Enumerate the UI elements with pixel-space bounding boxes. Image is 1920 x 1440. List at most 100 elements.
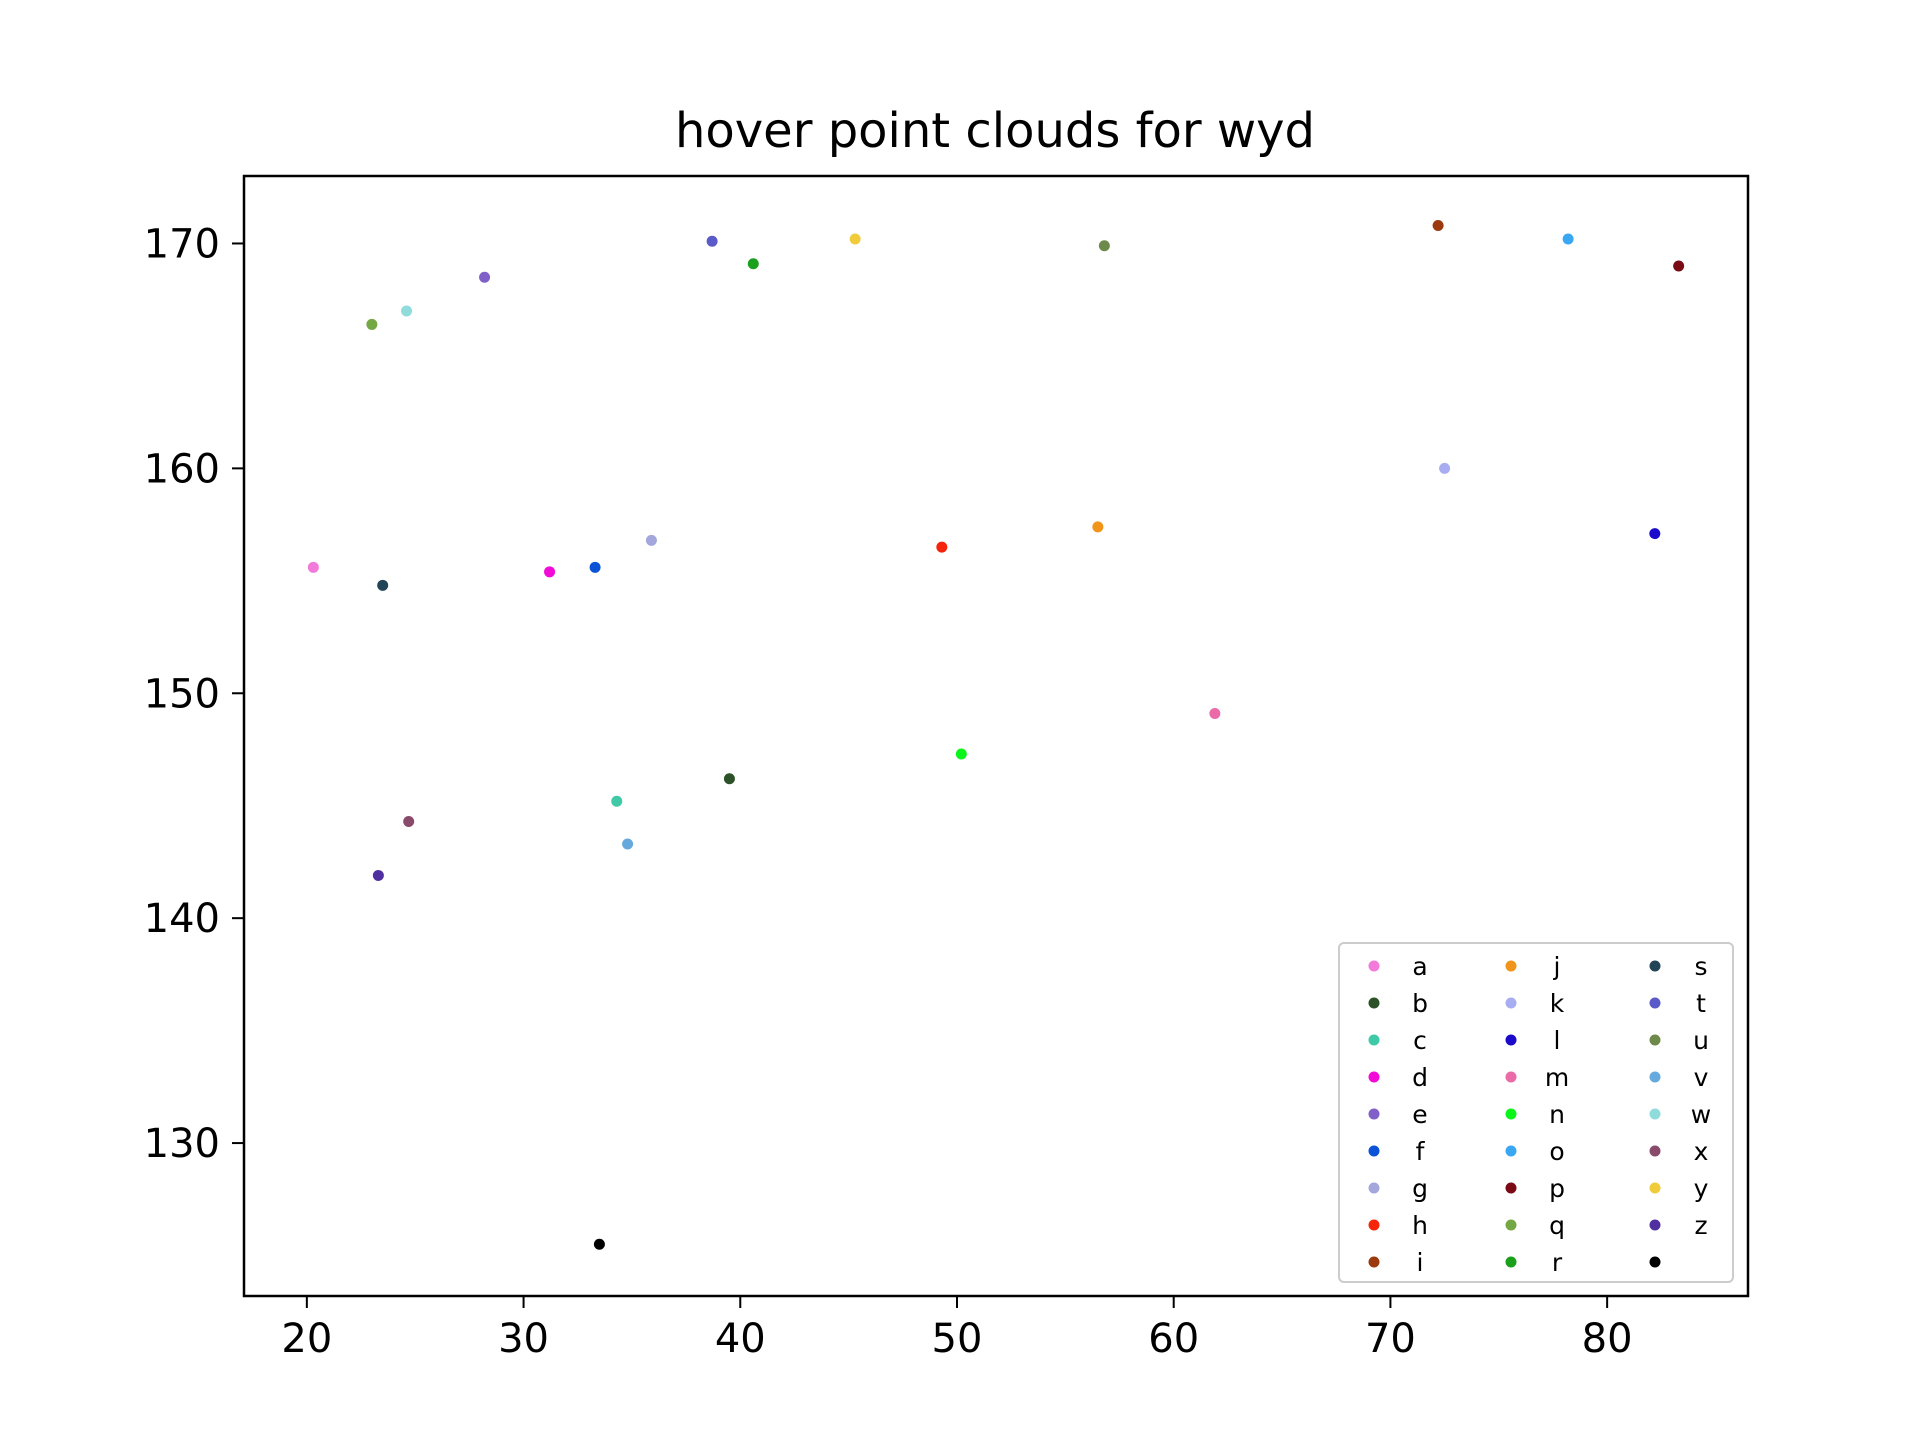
legend-label: z	[1694, 1211, 1707, 1240]
legend-label: v	[1694, 1063, 1709, 1092]
data-point-u	[1098, 240, 1110, 252]
y-tick-label: 160	[144, 446, 220, 492]
legend-label: s	[1694, 952, 1707, 981]
data-point-v	[622, 838, 634, 850]
legend-label: x	[1694, 1137, 1709, 1166]
legend-marker	[1368, 1034, 1380, 1046]
data-point-unnamed-26	[593, 1238, 605, 1250]
legend-marker	[1505, 1256, 1517, 1268]
legend-label: h	[1412, 1211, 1428, 1240]
legend-marker	[1649, 997, 1661, 1009]
data-point-e	[479, 271, 491, 283]
x-axis: 20 30 40 50 60 70 80	[281, 1296, 1633, 1362]
data-point-m	[1209, 708, 1221, 720]
x-tick-label: 20	[281, 1316, 332, 1362]
legend-marker	[1505, 997, 1517, 1009]
y-tick-label: 140	[144, 896, 220, 942]
legend-label: l	[1554, 1026, 1561, 1055]
x-tick-label: 60	[1148, 1316, 1199, 1362]
data-point-j	[1092, 521, 1104, 533]
x-tick-label: 70	[1365, 1316, 1416, 1362]
legend-marker	[1649, 1182, 1661, 1194]
legend-label: e	[1412, 1100, 1427, 1129]
x-tick-label: 40	[715, 1316, 766, 1362]
legend-marker	[1505, 1071, 1517, 1083]
data-point-h	[936, 541, 948, 553]
legend-marker	[1505, 1034, 1517, 1046]
y-axis: 130 140 150 160 170	[144, 221, 244, 1167]
data-point-l	[1649, 528, 1661, 540]
legend-label: g	[1412, 1174, 1428, 1203]
legend-label: a	[1412, 952, 1427, 981]
chart-title: hover point clouds for wyd	[675, 103, 1315, 159]
legend-label: n	[1549, 1100, 1565, 1129]
data-point-i	[1432, 219, 1444, 231]
x-tick-label: 30	[498, 1316, 549, 1362]
legend-label: t	[1696, 989, 1706, 1018]
legend-label: b	[1412, 989, 1428, 1018]
legend-label: q	[1549, 1211, 1565, 1240]
data-point-y	[849, 233, 861, 245]
legend-label: p	[1549, 1174, 1565, 1203]
legend-marker	[1505, 960, 1517, 972]
legend-marker	[1649, 1145, 1661, 1157]
y-tick-label: 130	[144, 1121, 220, 1167]
legend-marker	[1649, 1108, 1661, 1120]
x-tick-label: 50	[932, 1316, 983, 1362]
legend-label: r	[1552, 1248, 1563, 1277]
data-point-r	[747, 258, 759, 270]
legend-marker	[1368, 1071, 1380, 1083]
data-points	[307, 219, 1685, 1250]
legend-label: f	[1416, 1137, 1426, 1166]
data-point-f	[589, 561, 601, 573]
data-point-d	[544, 566, 556, 578]
legend-label: j	[1553, 952, 1561, 981]
plot-frame	[242, 174, 1750, 1298]
legend-label: k	[1550, 989, 1565, 1018]
data-point-o	[1562, 233, 1574, 245]
legend-label: i	[1417, 1248, 1424, 1277]
legend-marker	[1368, 997, 1380, 1009]
legend-marker	[1368, 1219, 1380, 1231]
legend-marker	[1368, 1256, 1380, 1268]
legend-marker	[1505, 1219, 1517, 1231]
legend-marker	[1368, 1145, 1380, 1157]
legend-label: y	[1694, 1174, 1709, 1203]
data-point-p	[1673, 260, 1685, 272]
data-point-q	[366, 318, 378, 330]
legend-marker	[1649, 1034, 1661, 1046]
y-tick-label: 170	[144, 221, 220, 267]
data-point-z	[372, 869, 384, 881]
data-point-g	[645, 534, 657, 546]
legend-marker	[1649, 1256, 1661, 1268]
legend-label: u	[1693, 1026, 1709, 1055]
legend-label: o	[1549, 1137, 1564, 1166]
data-point-b	[723, 773, 735, 785]
legend-marker	[1368, 960, 1380, 972]
legend-marker	[1649, 1219, 1661, 1231]
data-point-t	[706, 235, 718, 247]
legend-label: c	[1413, 1026, 1427, 1055]
data-point-s	[377, 579, 389, 591]
data-point-k	[1439, 462, 1451, 474]
data-point-a	[307, 561, 319, 573]
legend-marker	[1649, 960, 1661, 972]
data-point-x	[403, 815, 415, 827]
legend-label: m	[1545, 1063, 1569, 1092]
data-point-w	[401, 305, 413, 317]
legend-label: d	[1412, 1063, 1428, 1092]
y-tick-label: 150	[144, 671, 220, 717]
data-point-c	[611, 795, 623, 807]
legend-marker	[1505, 1145, 1517, 1157]
x-tick-label: 80	[1582, 1316, 1633, 1362]
legend-marker	[1368, 1182, 1380, 1194]
legend-frame	[1338, 942, 1734, 1283]
legend-label: w	[1691, 1100, 1711, 1129]
legend-marker	[1368, 1108, 1380, 1120]
data-point-n	[955, 748, 967, 760]
legend-marker	[1649, 1071, 1661, 1083]
legend-marker	[1505, 1182, 1517, 1194]
legend-marker	[1505, 1108, 1517, 1120]
